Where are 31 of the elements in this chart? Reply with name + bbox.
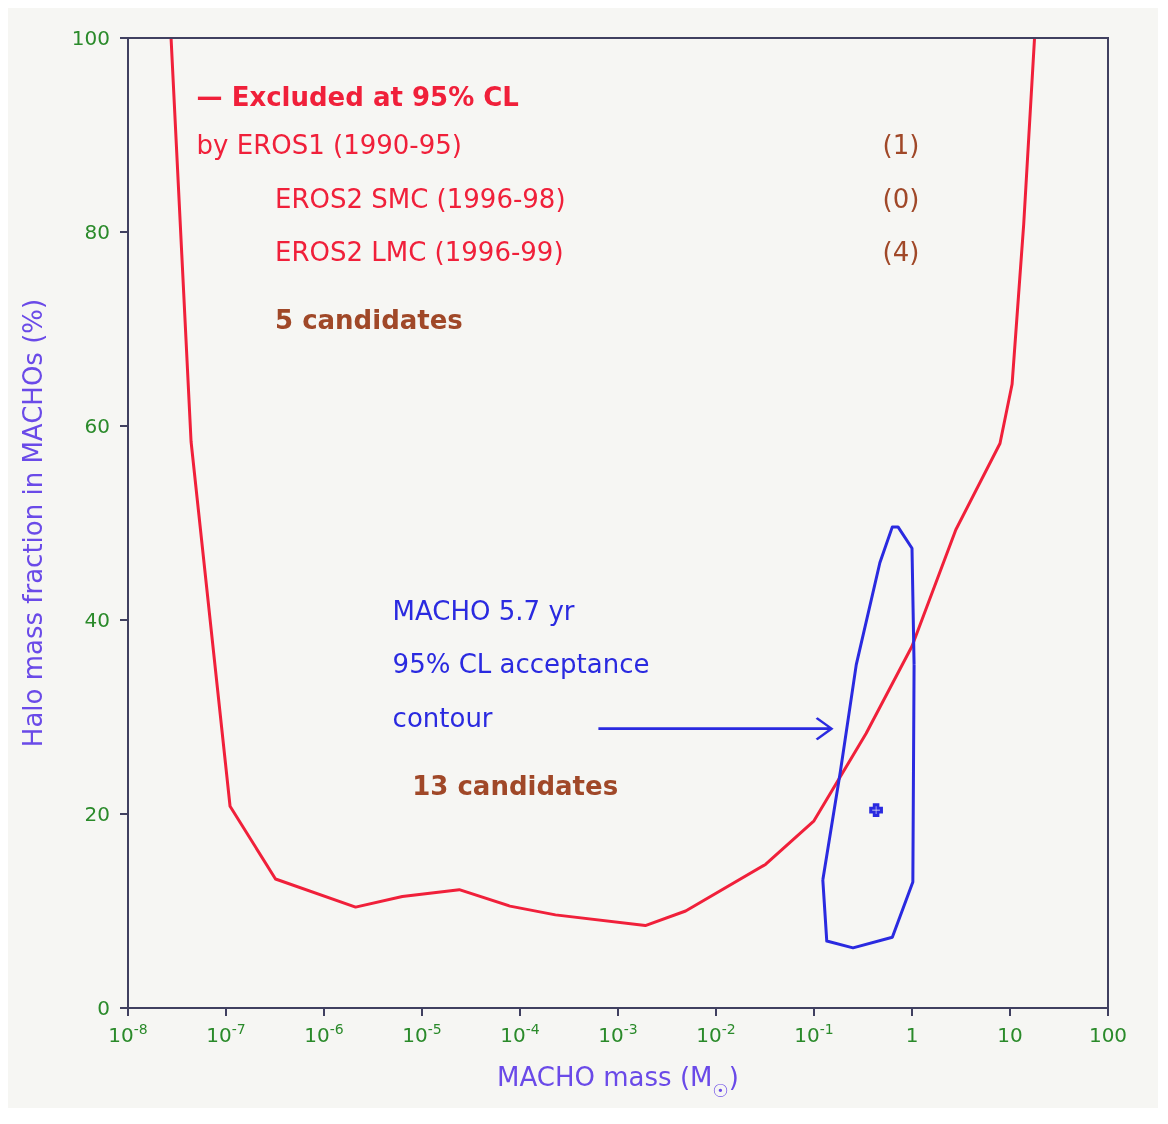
annotation: 13 candidates — [412, 770, 619, 801]
y-axis-title: Halo mass fraction in MACHOs (%) — [18, 298, 48, 748]
x-tick-label: 10$^{-2}$ — [696, 1021, 736, 1047]
annotation: 95% CL acceptance — [392, 649, 650, 680]
x-tick-label: 1 — [905, 1023, 919, 1047]
x-tick-label: 10$^{-4}$ — [500, 1021, 540, 1047]
y-tick-label: 80 — [84, 220, 110, 244]
y-tick-label: 20 — [84, 802, 110, 826]
x-tick-label: 100 — [1088, 1023, 1128, 1047]
annotation: (1) — [882, 130, 920, 161]
annotation: by EROS1 (1990-95) — [196, 130, 462, 161]
x-tick-label: 10$^{-1}$ — [794, 1021, 834, 1047]
x-tick-label: 10$^{-6}$ — [304, 1021, 344, 1047]
annotation: MACHO 5.7 yr — [392, 596, 575, 626]
x-tick-label: 10$^{-7}$ — [206, 1021, 246, 1047]
y-tick-label: 40 — [84, 608, 110, 632]
annotation: contour — [392, 702, 493, 733]
annotation: EROS2 LMC (1996-99) — [275, 237, 564, 268]
x-tick-label: 10$^{-5}$ — [402, 1021, 442, 1047]
annotation: (0) — [882, 183, 920, 214]
x-tick-label: 10$^{-3}$ — [598, 1021, 638, 1047]
y-tick-label: 100 — [71, 26, 110, 50]
x-tick-label: 10$^{-8}$ — [108, 1021, 148, 1047]
annotation: 5 candidates — [275, 305, 463, 335]
annotation: (4) — [882, 237, 920, 268]
annotation: — Excluded at 95% CL — [196, 81, 519, 112]
y-tick-label: 60 — [84, 414, 110, 438]
y-tick-label: 0 — [97, 996, 110, 1020]
x-axis-title: MACHO mass (M$_{☉}$) — [497, 1062, 739, 1101]
x-tick-label: 10 — [997, 1023, 1023, 1047]
annotation: EROS2 SMC (1996-98) — [275, 183, 566, 214]
